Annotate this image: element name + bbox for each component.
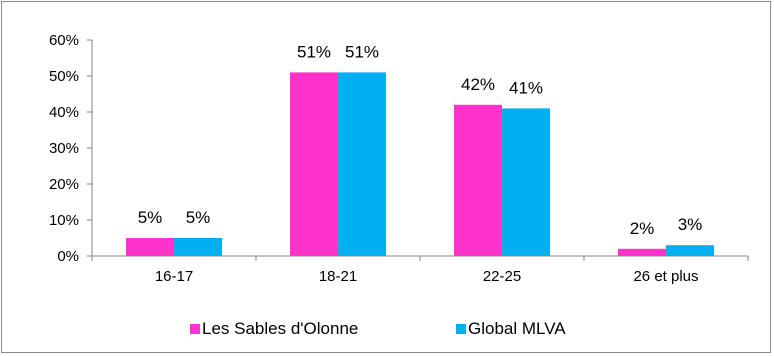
data-label: 51% bbox=[345, 42, 379, 61]
legend-swatch bbox=[456, 324, 466, 334]
legend-label: Les Sables d'Olonne bbox=[202, 319, 358, 338]
x-tick-label: 18-21 bbox=[319, 268, 357, 285]
data-label: 5% bbox=[138, 208, 163, 227]
bars: 5% 5% 51% 51% 42% 41% 2% 3% bbox=[126, 42, 714, 257]
data-label: 41% bbox=[509, 78, 543, 97]
x-axis: 16-17 18-21 22-25 26 et plus bbox=[91, 255, 749, 285]
bar bbox=[290, 72, 338, 257]
bar bbox=[338, 72, 386, 257]
data-label: 5% bbox=[186, 208, 211, 227]
x-tick-label: 22-25 bbox=[483, 268, 521, 285]
bar bbox=[502, 108, 550, 257]
y-tick-label: 0% bbox=[57, 248, 79, 265]
y-tick-label: 20% bbox=[49, 176, 79, 193]
legend: Les Sables d'Olonne Global MLVA bbox=[190, 319, 566, 338]
data-label: 2% bbox=[630, 219, 655, 238]
data-label: 42% bbox=[461, 75, 495, 94]
bar bbox=[454, 104, 502, 256]
legend-swatch bbox=[190, 324, 200, 334]
bar bbox=[126, 238, 174, 256]
bar bbox=[618, 248, 666, 256]
y-tick-label: 30% bbox=[49, 140, 79, 157]
y-tick-label: 40% bbox=[49, 104, 79, 121]
y-tick-label: 50% bbox=[49, 68, 79, 85]
y-tick-label: 60% bbox=[49, 32, 79, 49]
bar bbox=[174, 238, 222, 256]
x-tick-label: 26 et plus bbox=[633, 268, 698, 285]
data-label: 51% bbox=[297, 42, 331, 61]
legend-label: Global MLVA bbox=[468, 319, 566, 338]
y-axis: 0% 10% 20% 30% 40% 50% 60% bbox=[49, 32, 93, 265]
x-tick-label: 16-17 bbox=[155, 268, 193, 285]
y-tick-label: 10% bbox=[49, 212, 79, 229]
data-label: 3% bbox=[678, 215, 703, 234]
bar bbox=[666, 245, 714, 256]
